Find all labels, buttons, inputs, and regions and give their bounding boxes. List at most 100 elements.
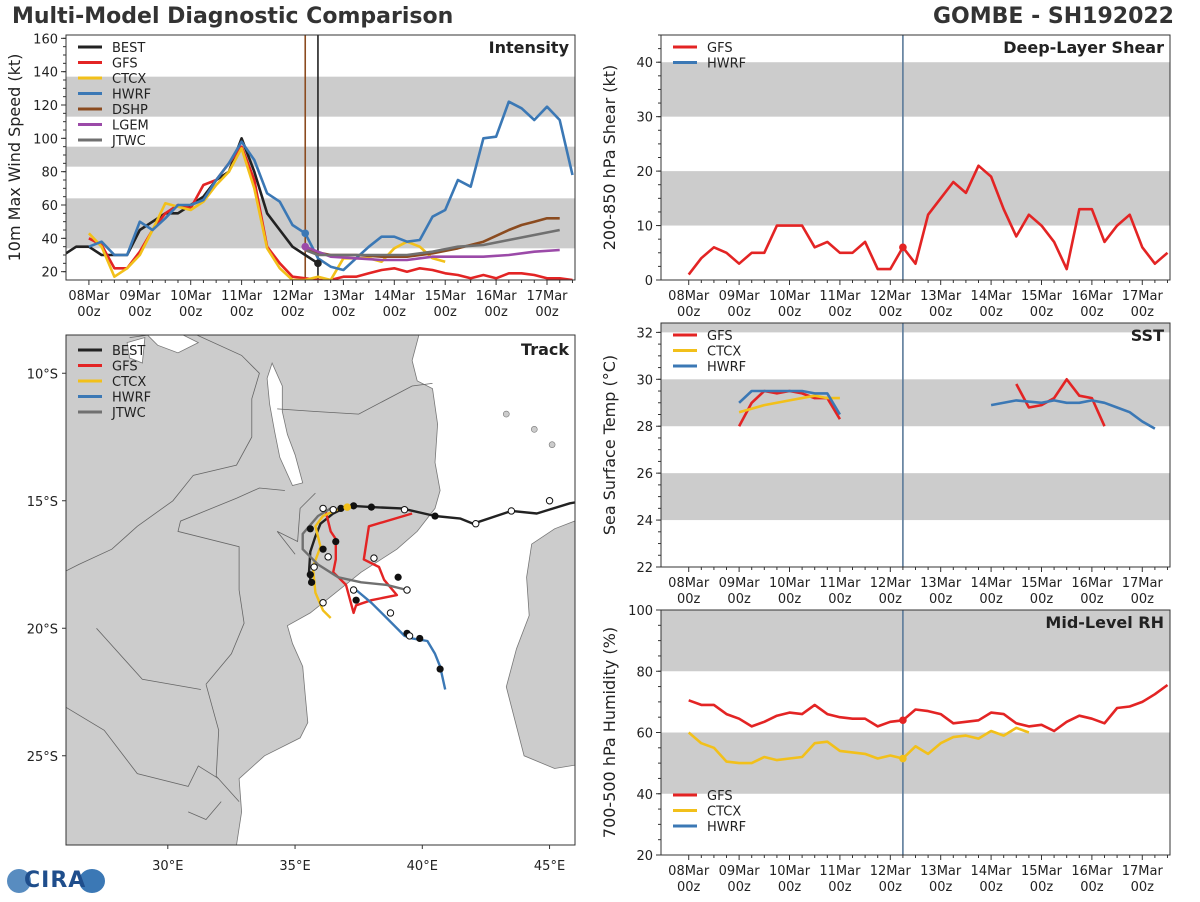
- sst-ytick-label: 28: [636, 420, 653, 435]
- intensity-band: [66, 76, 575, 117]
- sst-xtick-date: 13Mar: [920, 576, 962, 591]
- track-point-open: [319, 599, 327, 607]
- track-point-open: [405, 632, 414, 640]
- sst-band: [661, 323, 1170, 333]
- track-legend-hwrf: HWRF: [112, 391, 151, 406]
- sst-ytick-label: 32: [636, 326, 653, 341]
- shear-xtick-hour: 00z: [979, 305, 1003, 320]
- rh-xtick-hour: 00z: [1131, 880, 1155, 895]
- intensity-series-hwrf: [88, 100, 574, 272]
- track-point-open: [370, 554, 378, 562]
- sst-xtick-date: 10Mar: [769, 576, 811, 591]
- track-point-filled: [306, 571, 314, 579]
- track-best: [307, 501, 575, 586]
- shear-xtick-hour: 00z: [879, 305, 903, 320]
- rh-ytick-label: 60: [636, 727, 653, 742]
- intensity-legend-gfs: GFS: [112, 57, 138, 72]
- track-point-filled: [436, 665, 444, 673]
- track-point-filled: [332, 537, 340, 546]
- storm-id: GOMBE - SH192022: [932, 4, 1174, 29]
- rh-xtick-hour: 00z: [879, 880, 903, 895]
- shear-xtick-date: 14Mar: [971, 289, 1013, 304]
- shear-marker-gfs: [899, 243, 907, 252]
- sst-series-hwrf: [738, 389, 842, 416]
- intensity-marker-best: [314, 259, 322, 268]
- rh-series-ctcx: [687, 726, 1030, 765]
- rh-marker-ctcx: [899, 754, 907, 763]
- intensity-ytick-label: 20: [41, 266, 58, 281]
- track-point-filled: [306, 525, 314, 533]
- panel-rh: 700-500 hPa Humidity (%): [600, 609, 1171, 860]
- country-border: [277, 383, 433, 415]
- shear-xtick-hour: 00z: [1030, 305, 1054, 320]
- intensity-ytick-label: 160: [33, 32, 58, 47]
- shear-xtick-hour: 00z: [828, 305, 852, 320]
- shear-plot-area: [661, 35, 1170, 280]
- intensity-xtick-date: 17Mar: [526, 289, 568, 304]
- rh-xtick-hour: 00z: [677, 880, 701, 895]
- intensity-xtick-date: 11Mar: [221, 289, 263, 304]
- track-point-open: [319, 504, 327, 513]
- rh-xtick-date: 11Mar: [819, 864, 861, 879]
- rh-ytick-label: 20: [636, 849, 653, 864]
- madagascar-land: [505, 520, 575, 769]
- track-ytick-label: 15°S: [27, 495, 58, 510]
- rh-band: [661, 610, 1170, 672]
- track-point-open: [349, 586, 358, 594]
- rh-xtick-hour: 00z: [1030, 880, 1054, 895]
- track-legend-best: BEST: [112, 344, 145, 359]
- intensity-xtick-hour: 00z: [434, 305, 458, 320]
- track-xtick-label: 35°E: [279, 859, 310, 874]
- shear-band: [661, 62, 1170, 117]
- track-legend-ctcx: CTCX: [112, 375, 146, 390]
- shear-title: Deep-Layer Shear: [1003, 38, 1164, 57]
- track-point-filled: [337, 504, 345, 512]
- shear-xtick-date: 13Mar: [920, 289, 962, 304]
- intensity-xtick-hour: 00z: [383, 305, 407, 320]
- intensity-xtick-date: 08Mar: [68, 289, 110, 304]
- comoros-island: [502, 410, 510, 418]
- sst-xtick-hour: 00z: [677, 592, 701, 607]
- country-border: [188, 801, 222, 820]
- sst-xtick-date: 12Mar: [870, 576, 912, 591]
- sst-xtick-date: 14Mar: [971, 576, 1013, 591]
- shear-ytick-label: 40: [636, 56, 653, 71]
- rh-ytick-label: 80: [636, 665, 653, 680]
- sst-xtick-hour: 00z: [979, 592, 1003, 607]
- track-point-filled: [367, 503, 375, 511]
- sst-ytick-label: 22: [636, 561, 653, 576]
- track-jtwc: [301, 507, 408, 592]
- shear-ytick-label: 0: [645, 274, 653, 289]
- rh-xtick-hour: 00z: [979, 880, 1003, 895]
- track-point-filled: [307, 578, 316, 586]
- shear-legend-gfs: GFS: [707, 41, 733, 56]
- intensity-xtick-hour: 00z: [179, 305, 203, 320]
- intensity-legend-hwrf: HWRF: [112, 88, 151, 103]
- rh-legend-gfs: GFS: [707, 789, 733, 804]
- sst-xtick-date: 16Mar: [1071, 576, 1113, 591]
- rh-xtick-date: 12Mar: [870, 864, 912, 879]
- intensity-ytick-label: 40: [41, 232, 58, 247]
- intensity-ytick-label: 60: [41, 199, 58, 214]
- sst-legend-ctcx: CTCX: [707, 345, 741, 360]
- intensity-xtick-hour: 00z: [535, 305, 559, 320]
- rh-xtick-date: 16Mar: [1071, 864, 1113, 879]
- sst-xtick-hour: 00z: [727, 592, 751, 607]
- intensity-ytick-label: 80: [41, 166, 58, 181]
- shear-xtick-hour: 00z: [1080, 305, 1104, 320]
- rh-xtick-date: 10Mar: [769, 864, 811, 879]
- rh-ylabel: 700-500 hPa Humidity (%): [600, 627, 619, 838]
- shear-legend-hwrf: HWRF: [707, 57, 746, 72]
- track-point-open: [329, 505, 337, 514]
- track-point-filled: [349, 502, 358, 510]
- comoros-island: [548, 441, 556, 448]
- intensity-xtick-hour: 00z: [484, 305, 508, 320]
- intensity-xtick-date: 15Mar: [425, 289, 467, 304]
- shear-xtick-date: 09Mar: [719, 289, 761, 304]
- rh-xtick-hour: 00z: [1080, 880, 1104, 895]
- country-border: [96, 628, 201, 690]
- sst-xtick-hour: 00z: [1131, 592, 1155, 607]
- panel-track: [62, 334, 591, 849]
- sst-xtick-hour: 00z: [879, 592, 903, 607]
- track-point-filled: [584, 496, 591, 503]
